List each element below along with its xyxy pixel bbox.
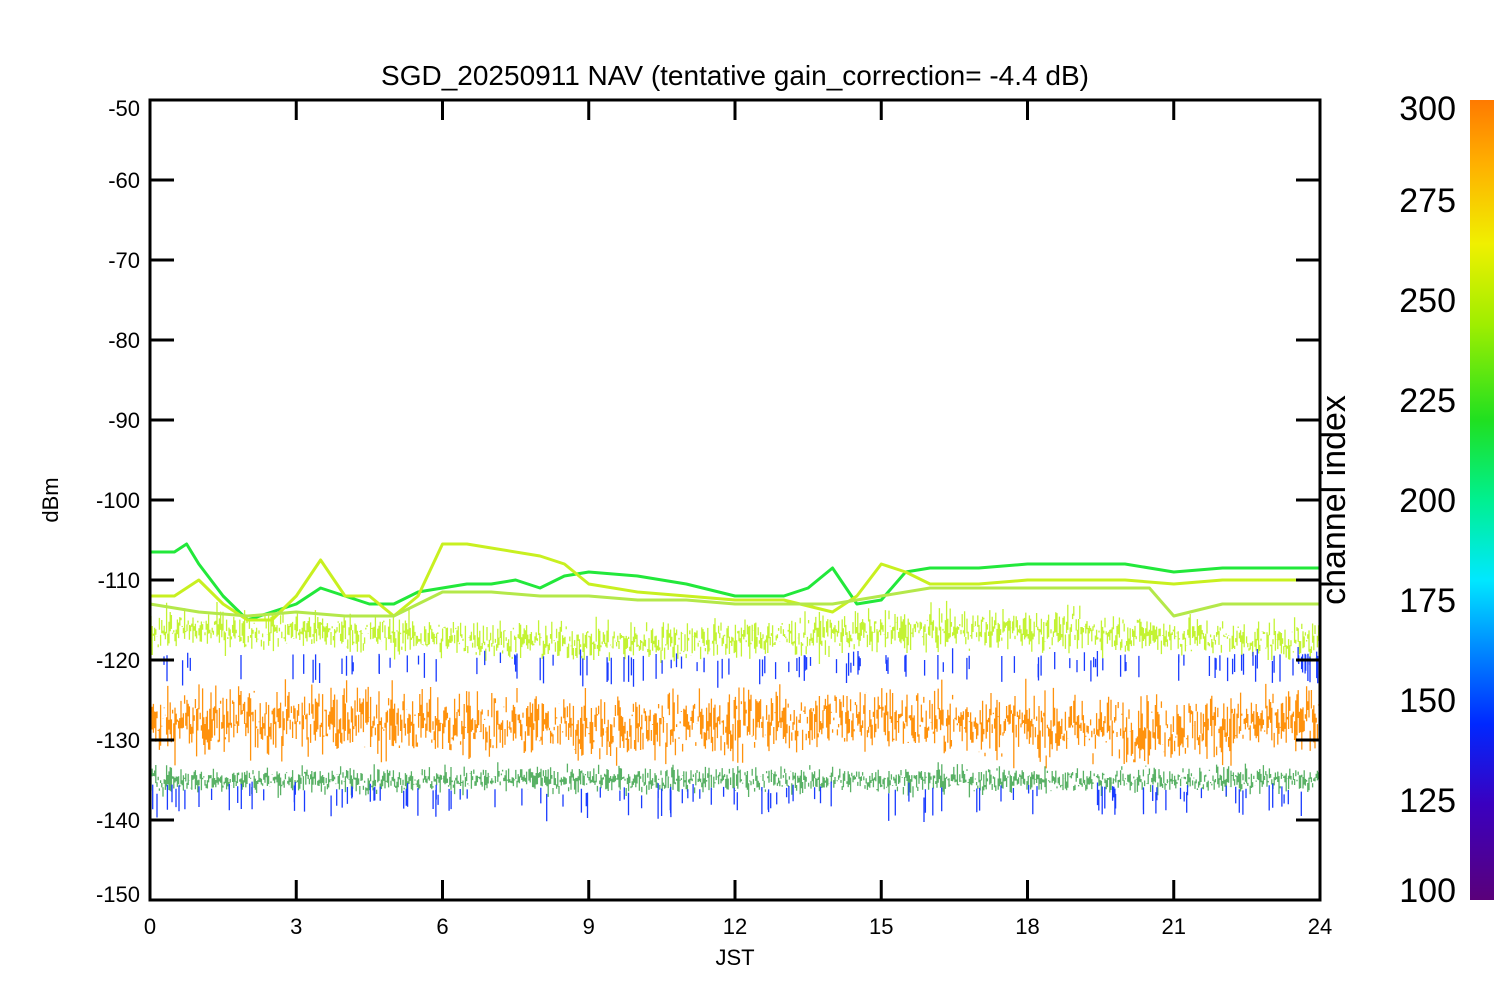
y-tick-label: -150	[96, 882, 140, 907]
y-tick-label: -120	[96, 648, 140, 673]
colorbar-tick-label: 250	[1399, 282, 1456, 320]
x-axis-label: JST	[715, 945, 754, 970]
noise-band-0	[150, 678, 1320, 769]
y-tick-label: -100	[96, 488, 140, 513]
y-tick-label: -140	[96, 808, 140, 833]
x-tick-label: 3	[290, 914, 302, 939]
x-tick-label: 15	[869, 914, 893, 939]
colorbar	[1470, 100, 1494, 900]
colorbar-tick-label: 125	[1399, 782, 1456, 820]
y-axis-label: dBm	[38, 477, 63, 522]
colorbar-tick-label: 225	[1399, 382, 1456, 420]
x-tick-label: 21	[1162, 914, 1186, 939]
noise-spikes	[152, 647, 1319, 822]
y-tick-label: -50	[108, 96, 140, 121]
noise-band-1	[150, 600, 1320, 664]
x-tick-label: 12	[723, 914, 747, 939]
noise-layer	[150, 600, 1320, 822]
colorbar-tick-label: 100	[1399, 872, 1456, 910]
chart-title: SGD_20250911 NAV (tentative gain_correct…	[381, 60, 1089, 91]
y-tick-label: -70	[108, 248, 140, 273]
series-line-2	[149, 586, 1320, 618]
x-tick-label: 6	[436, 914, 448, 939]
noise-band-path-0	[150, 678, 1320, 769]
y-tick-label: -130	[96, 728, 140, 753]
colorbar-tick-label: 275	[1399, 182, 1456, 220]
noise-band-path-1	[150, 600, 1320, 664]
colorbar-tick-label: 150	[1399, 682, 1456, 720]
series-line-1	[150, 542, 1320, 622]
y-tick-label: -80	[108, 328, 140, 353]
colorbar-label: channel index	[1315, 395, 1353, 605]
x-tick-label: 0	[144, 914, 156, 939]
y-tick-label: -110	[98, 568, 140, 593]
x-tick-label: 24	[1308, 914, 1332, 939]
colorbar-tick-label: 175	[1399, 582, 1456, 620]
plot-frame	[148, 98, 1322, 902]
colorbar-tick-label: 300	[1399, 90, 1456, 128]
x-tick-label: 9	[583, 914, 595, 939]
series-layer	[149, 542, 1320, 622]
colorbar-ticks: 300 275 250 225 200 175 150 125 100	[1399, 90, 1456, 910]
x-tick-label: 18	[1015, 914, 1039, 939]
noise-spike-path	[152, 647, 1319, 822]
y-tick-label: -90	[108, 408, 140, 433]
ticks-layer: 0 3 6 9 12 15 18 21 24 -50 -60 -70 -80 -90 -100 -110 -12…	[96, 96, 1332, 939]
colorbar-tick-label: 200	[1399, 482, 1456, 520]
y-tick-label: -60	[108, 168, 140, 193]
